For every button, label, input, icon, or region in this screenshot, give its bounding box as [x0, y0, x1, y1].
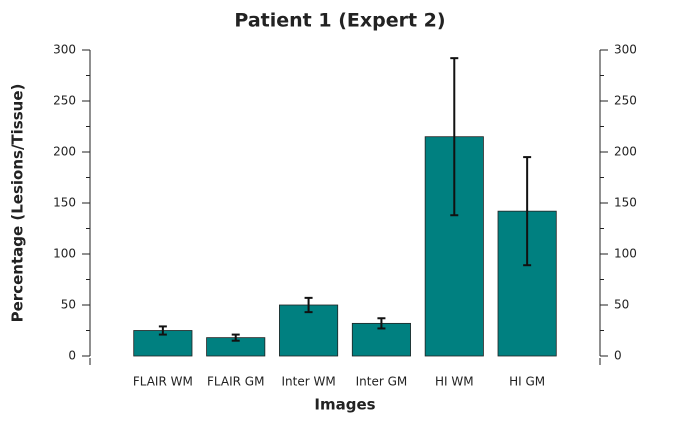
- y-tick-label: 250: [53, 94, 76, 108]
- y2-tick-label: 0: [614, 349, 622, 363]
- x-tick-label: FLAIR WM: [133, 375, 193, 389]
- y-tick-label: 100: [53, 247, 76, 261]
- y2-tick-label: 200: [614, 145, 637, 159]
- x-tick-label: HI WM: [435, 375, 474, 389]
- y2-tick-label: 50: [614, 298, 629, 312]
- chart-title: Patient 1 (Expert 2): [234, 10, 445, 32]
- x-axis-title: Images: [314, 396, 375, 414]
- x-tick-label: FLAIR GM: [207, 375, 264, 389]
- x-tick-label: Inter GM: [356, 375, 408, 389]
- error-bar: [523, 156, 532, 267]
- error-bar: [377, 317, 386, 330]
- y2-tick-label: 300: [614, 43, 637, 57]
- x-tick-label: HI GM: [509, 375, 545, 389]
- y-tick-label: 200: [53, 145, 76, 159]
- error-bar: [304, 296, 313, 314]
- y-tick-label: 0: [68, 349, 76, 363]
- y2-tick-label: 250: [614, 94, 637, 108]
- y-tick-label: 150: [53, 196, 76, 210]
- y-tick-label: 50: [61, 298, 76, 312]
- y-tick-label: 300: [53, 43, 76, 57]
- y2-tick-label: 150: [614, 196, 637, 210]
- bar: [279, 304, 339, 357]
- y-axis-title: Percentage (Lesions/Tissue): [9, 84, 27, 323]
- y2-tick-label: 100: [614, 247, 637, 261]
- error-bar: [231, 333, 240, 342]
- error-bar: [450, 57, 459, 217]
- error-bar: [158, 325, 167, 336]
- x-tick-label: Inter WM: [281, 375, 335, 389]
